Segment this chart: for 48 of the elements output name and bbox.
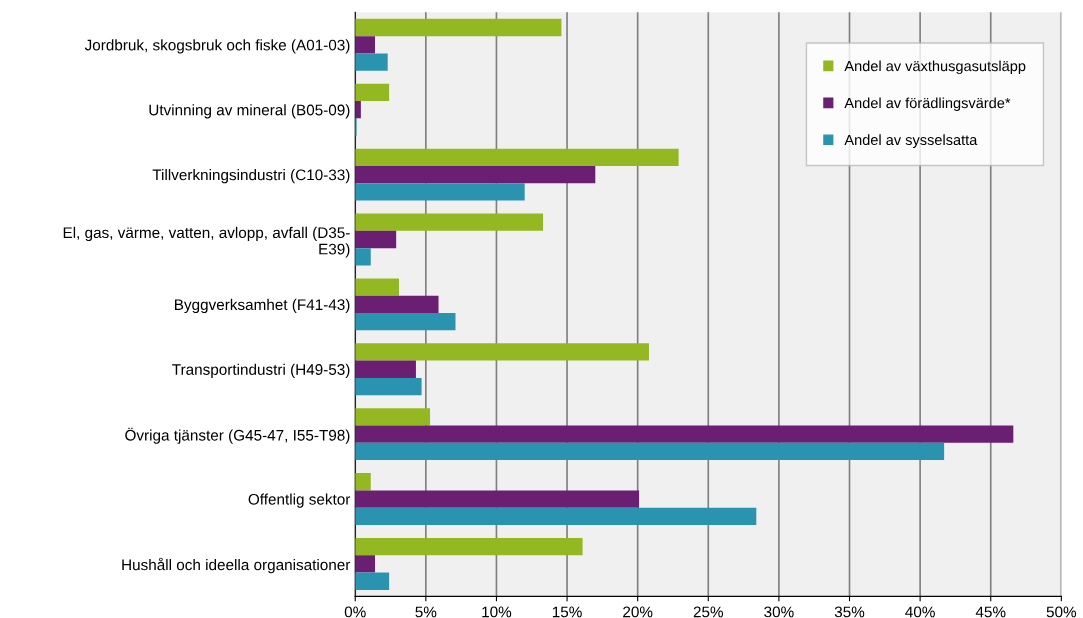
bar <box>355 248 371 266</box>
bar <box>355 18 562 37</box>
bar <box>355 537 583 556</box>
bar <box>355 213 544 231</box>
bar <box>355 408 431 426</box>
x-tick-label: 50% <box>1046 606 1077 618</box>
y-tick-label: Hushåll och ideella organisationer <box>122 557 351 574</box>
bar <box>355 442 945 461</box>
x-tick-label: 10% <box>482 606 512 618</box>
x-tick-label: 20% <box>623 606 653 618</box>
bar <box>355 53 388 71</box>
legend-label: Andel av växthusgasutsläpp <box>844 60 1026 75</box>
bar <box>355 360 416 378</box>
x-tick-label: 30% <box>764 606 794 618</box>
y-tick-label: Offentlig sektor <box>248 493 351 508</box>
bar <box>355 165 596 184</box>
bar <box>355 507 757 525</box>
bar <box>355 473 371 491</box>
x-tick-label: 0% <box>344 606 366 618</box>
y-tick-label: El, gas, värme, vatten, avlopp, avfall (D35- E39) <box>63 226 350 258</box>
bar <box>355 230 397 249</box>
bar <box>355 148 679 166</box>
y-tick-label: Övriga tjänster (G45-47, I55-T98) <box>125 427 350 444</box>
x-tick-label: 45% <box>975 606 1006 618</box>
bar <box>355 278 399 296</box>
y-tick-label: Jordbruk, skogsbruk och fiske (A01-03) <box>84 39 350 54</box>
y-tick-label: Utvinning av mineral (B05-09) <box>149 104 350 119</box>
x-tick-label: 5% <box>415 606 437 618</box>
bar <box>355 490 640 508</box>
bar <box>355 343 649 361</box>
bar <box>355 295 439 314</box>
bar <box>355 83 390 102</box>
legend-label: Andel av sysselsatta <box>844 134 978 148</box>
bar <box>355 572 390 590</box>
bar <box>355 36 375 54</box>
bar <box>355 425 1014 443</box>
bar <box>355 555 375 573</box>
bar <box>355 183 525 201</box>
legend-label: Andel av förädlingsvärde* <box>844 97 1011 112</box>
y-tick-label: Tillverkningsindustri (C10-33) <box>152 169 350 184</box>
y-tick-label: Transportindustri (H49-53) <box>172 363 350 378</box>
x-tick-label: 35% <box>834 606 865 618</box>
y-tick-label: Byggverksamhet (F41-43) <box>175 298 350 314</box>
x-tick-label: 15% <box>552 606 582 618</box>
bar <box>355 313 456 331</box>
bar <box>355 377 422 396</box>
x-tick-label: 25% <box>693 606 724 618</box>
x-tick-label: 40% <box>905 606 935 618</box>
